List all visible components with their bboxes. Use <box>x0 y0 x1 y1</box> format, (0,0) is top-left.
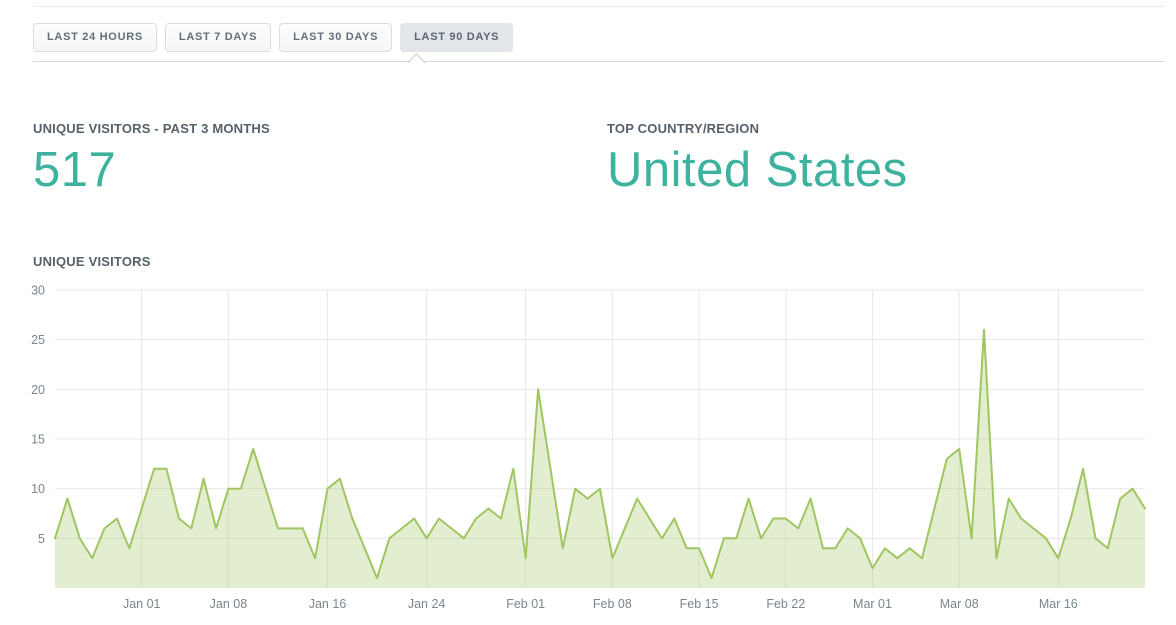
y-tick-label: 25 <box>31 333 45 347</box>
top-country-stat: TOP COUNTRY/REGION United States <box>607 121 908 196</box>
range-button-last-30-days[interactable]: LAST 30 DAYS <box>279 23 393 52</box>
y-tick-label: 10 <box>31 482 45 496</box>
selected-range-notch-icon <box>407 53 426 72</box>
x-tick-label: Jan 08 <box>210 597 248 611</box>
x-tick-label: Feb 15 <box>680 597 719 611</box>
x-tick-label: Jan 24 <box>408 597 446 611</box>
unique-visitors-stat-label: UNIQUE VISITORS - PAST 3 MONTHS <box>33 121 270 136</box>
range-button-last-90-days[interactable]: LAST 90 DAYS <box>400 23 514 52</box>
toolbar-divider <box>33 61 1165 62</box>
x-axis-labels: Jan 01 Jan 08 Jan 16 Jan 24 Feb 01 Feb 08 Feb … <box>123 597 1078 611</box>
x-tick-label: Mar 16 <box>1039 597 1078 611</box>
unique-visitors-stat-value: 517 <box>33 143 117 197</box>
date-range-toolbar: LAST 24 HOURS LAST 7 DAYS LAST 30 DAYS L… <box>33 23 514 52</box>
y-tick-label: 15 <box>31 433 45 447</box>
y-tick-label: 20 <box>31 383 45 397</box>
chart-grid <box>55 289 1145 588</box>
y-tick-label: 5 <box>38 532 45 546</box>
range-button-last-7-days[interactable]: LAST 7 DAYS <box>164 23 272 52</box>
y-axis-labels: 5 10 15 20 25 30 <box>31 284 45 546</box>
top-country-stat-value: United States <box>607 143 908 197</box>
range-button-last-24-hours[interactable]: LAST 24 HOURS <box>33 23 157 52</box>
unique-visitors-stat: UNIQUE VISITORS - PAST 3 MONTHS 517 <box>33 121 270 196</box>
x-tick-label: Mar 01 <box>853 597 892 611</box>
y-tick-label: 30 <box>31 284 45 298</box>
line-series <box>54 328 1146 580</box>
x-tick-label: Jan 01 <box>123 597 161 611</box>
x-tick-label: Feb 01 <box>506 597 545 611</box>
area-series <box>55 329 1145 588</box>
x-tick-label: Feb 22 <box>766 597 805 611</box>
x-tick-label: Jan 16 <box>309 597 347 611</box>
chart-canvas[interactable]: 5 10 15 20 25 30 Jan 01 Jan 08 Jan 16 Jan 24 Feb 0… <box>0 282 1176 625</box>
top-divider <box>33 6 1165 7</box>
top-country-stat-label: TOP COUNTRY/REGION <box>607 121 760 136</box>
x-tick-label: Feb 08 <box>593 597 632 611</box>
chart-title: UNIQUE VISITORS <box>33 254 151 269</box>
x-tick-label: Mar 08 <box>940 597 979 611</box>
